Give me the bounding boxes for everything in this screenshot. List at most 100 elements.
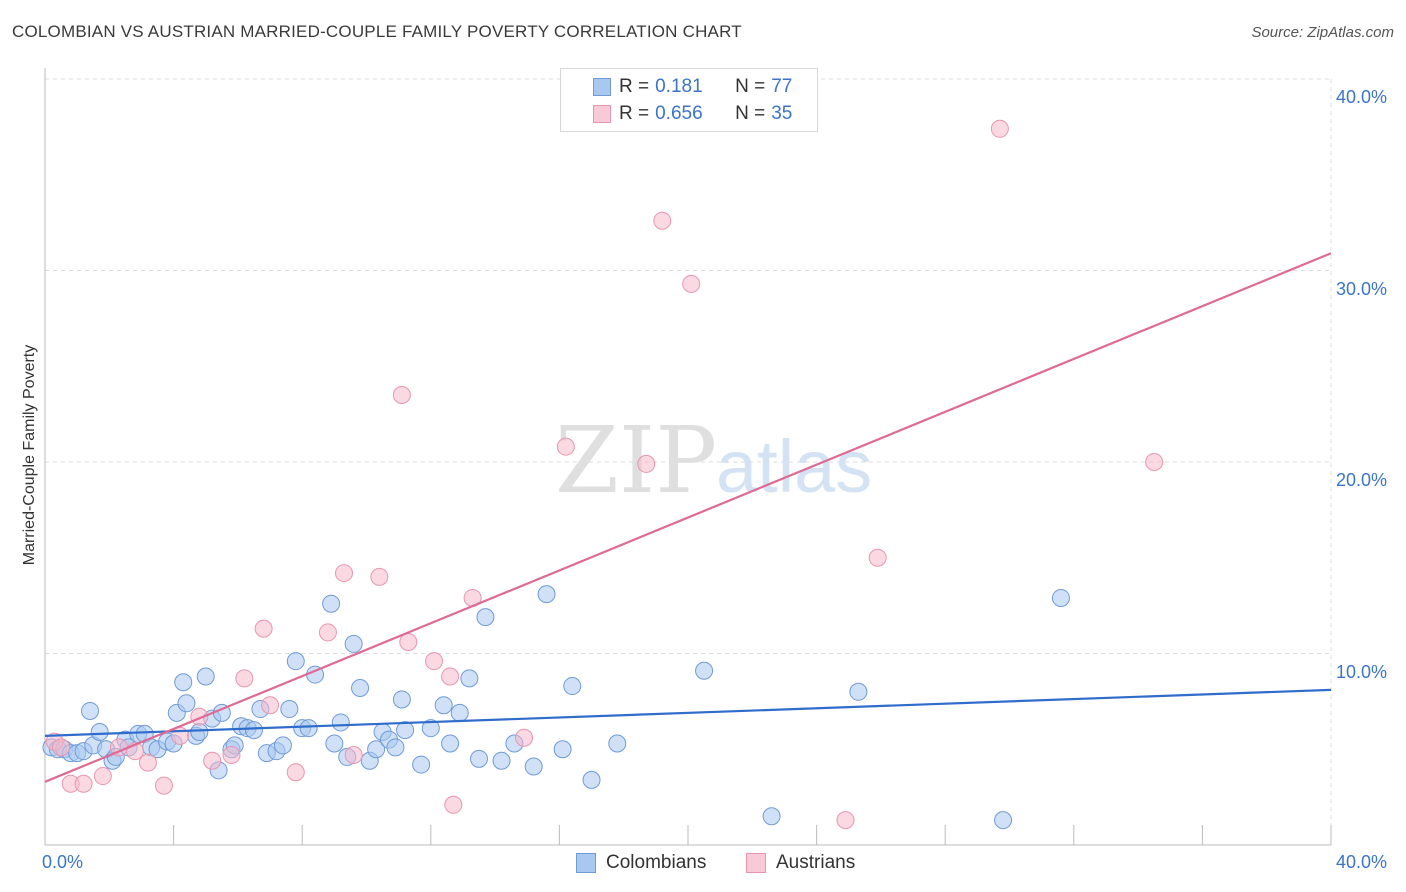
colombian-point [553, 740, 572, 759]
colombian-point [476, 608, 495, 627]
legend-n-value: 77 [771, 76, 793, 97]
austrian-point [344, 745, 363, 764]
colombian-point [196, 667, 215, 686]
colombian-point [492, 751, 511, 770]
stats-legend: R = 0.181 N = 77 R = 0.656 N = 35 [560, 68, 818, 132]
austrian-point [222, 745, 241, 764]
austrian-point [392, 385, 411, 404]
colombian-point [190, 723, 209, 742]
colombian-point [299, 719, 318, 738]
trend-lines [44, 252, 1332, 783]
colombian-point [322, 594, 341, 613]
colombian-point [470, 749, 489, 768]
colombian-point [392, 690, 411, 709]
y-tick-label: 10.0% [1336, 661, 1388, 682]
legend-colombians: Colombians [576, 852, 706, 874]
austrian-point [74, 774, 93, 793]
colombian-point [344, 634, 363, 653]
colombian-point [582, 770, 601, 789]
legend-label-austrians: Austrians [776, 852, 856, 873]
austrian-point [637, 454, 656, 473]
legend-austrians: Austrians [746, 852, 855, 874]
colombian-point [460, 669, 479, 688]
colombian-point [695, 661, 714, 680]
austrians-trend-line [44, 252, 1332, 783]
austrian-point [334, 564, 353, 583]
y-tick-label: 40.0% [1336, 87, 1388, 107]
legend-r-label: R = [619, 103, 650, 124]
colombian-point [849, 682, 868, 701]
colombian-point [174, 673, 193, 692]
colombian-point [90, 723, 109, 742]
austrian-point [1145, 453, 1164, 471]
colombian-point [608, 734, 627, 753]
colombian-point [563, 677, 582, 696]
colombian-point [441, 734, 460, 753]
colombian-point [537, 585, 556, 604]
austrian-point [318, 623, 337, 642]
legend-r-value: 0.656 [655, 103, 703, 124]
legend-n-value: 35 [771, 103, 793, 124]
watermark-zip: ZIP [555, 407, 717, 514]
colombian-point [273, 736, 292, 755]
colombian-point [1051, 588, 1070, 607]
y-tick-label: 30.0% [1336, 278, 1388, 299]
chart-title: COLOMBIAN VS AUSTRIAN MARRIED-COUPLE FAM… [12, 22, 742, 41]
legend-n-label: N = [735, 103, 766, 124]
austrian-point [836, 811, 855, 830]
x-tick-label-max: 40.0% [1336, 852, 1388, 872]
austrians-points [45, 119, 1164, 830]
legend-swatch-colombians [576, 853, 596, 873]
colombian-point [434, 696, 453, 715]
legend-swatch-blue [593, 78, 611, 96]
austrian-point [254, 619, 273, 638]
colombian-point [244, 721, 263, 740]
austrian-point [425, 652, 444, 671]
austrian-point [235, 669, 254, 688]
colombian-point [396, 721, 415, 740]
colombian-point [331, 713, 350, 732]
legend-n-label: N = [735, 76, 766, 97]
legend-label-colombians: Colombians [606, 852, 707, 873]
austrian-point [441, 667, 460, 686]
legend-row-austrians: R = 0.656 N = 35 [593, 102, 793, 126]
legend-swatch-pink [593, 105, 611, 123]
colombian-point [524, 757, 543, 776]
legend-row-colombians: R = 0.181 N = 77 [593, 75, 793, 99]
axes [44, 68, 1332, 846]
austrian-point [93, 767, 112, 786]
colombian-point [994, 811, 1013, 830]
colombian-point [177, 694, 196, 713]
austrian-point [990, 119, 1009, 138]
austrian-point [444, 795, 463, 814]
colombian-point [367, 740, 386, 759]
austrian-point [556, 437, 575, 456]
austrian-point [682, 274, 701, 293]
colombian-point [351, 678, 370, 697]
colombian-point [280, 700, 299, 719]
source-credit: Source: ZipAtlas.com [1251, 24, 1394, 41]
austrian-point [370, 567, 389, 586]
colombian-point [286, 652, 305, 671]
colombian-point [412, 755, 431, 774]
y-tick-label: 20.0% [1336, 470, 1388, 490]
austrian-point [868, 548, 887, 567]
austrian-point [154, 776, 173, 795]
colombians-points [42, 585, 1070, 830]
legend-r-label: R = [619, 76, 650, 97]
austrian-point [203, 751, 222, 770]
legend-r-value: 0.181 [655, 76, 703, 97]
colombian-point [450, 703, 469, 722]
colombians-trend-line [44, 688, 1332, 737]
colombian-point [386, 738, 405, 757]
x-tick-label-min: 0.0% [42, 852, 84, 872]
austrian-point [52, 738, 71, 757]
austrian-point [261, 696, 280, 715]
colombian-point [762, 807, 781, 826]
austrian-point [515, 728, 534, 747]
colombian-point [421, 719, 440, 738]
austrian-point [138, 753, 157, 772]
colombian-point [81, 701, 100, 720]
austrian-point [653, 211, 672, 230]
